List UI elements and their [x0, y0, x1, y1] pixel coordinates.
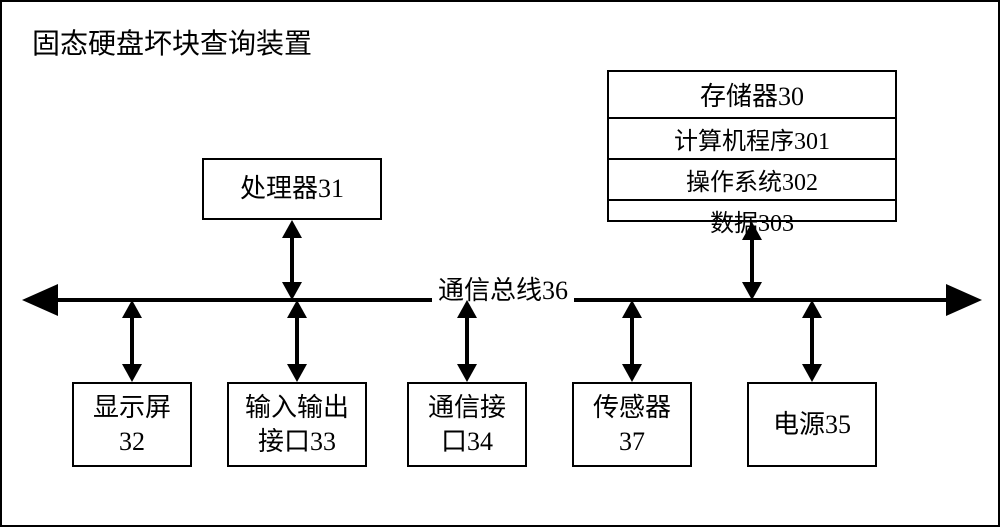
- connector-line: [295, 318, 299, 364]
- memory-title: 存储器30: [609, 72, 895, 117]
- connector-line: [630, 318, 634, 364]
- box-label-line: 通信接: [428, 391, 506, 425]
- box-label-line: 接口33: [258, 425, 336, 459]
- sensor-box: 传感器37: [572, 382, 692, 467]
- connector-arrow-down-icon: [622, 364, 642, 382]
- connector-arrow-down-icon: [802, 364, 822, 382]
- device-container: 固态硬盘坏块查询装置 通信总线36 存储器30 计算机程序301操作系统302数…: [0, 0, 1000, 527]
- bus-label: 通信总线36: [432, 270, 574, 307]
- connector-arrow-up-icon: [742, 222, 762, 240]
- connector-arrow-down-icon: [457, 364, 477, 382]
- io-box: 输入输出接口33: [227, 382, 367, 467]
- comm-box: 通信接口34: [407, 382, 527, 467]
- connector-line: [290, 238, 294, 282]
- connector-arrow-down-icon: [122, 364, 142, 382]
- connector-arrow-up-icon: [802, 300, 822, 318]
- bus-arrow-left: [22, 284, 58, 316]
- memory-row: 计算机程序301: [609, 119, 895, 160]
- box-label-line: 显示屏: [93, 391, 171, 425]
- connector-arrow-up-icon: [622, 300, 642, 318]
- connector-arrow-up-icon: [287, 300, 307, 318]
- connector-line: [750, 240, 754, 282]
- connector-arrow-up-icon: [457, 300, 477, 318]
- connector-line: [810, 318, 814, 364]
- power-box: 电源35: [747, 382, 877, 467]
- box-label-line: 电源35: [773, 408, 851, 442]
- box-label-line: 32: [119, 425, 145, 459]
- connector-arrow-down-icon: [282, 282, 302, 300]
- connector-arrow-up-icon: [282, 220, 302, 238]
- box-label-line: 输入输出: [245, 391, 349, 425]
- connector-line: [130, 318, 134, 364]
- connector-arrow-down-icon: [742, 282, 762, 300]
- diagram-title: 固态硬盘坏块查询装置: [32, 22, 312, 62]
- processor-box: 处理器31: [202, 158, 382, 220]
- box-label-line: 传感器: [593, 391, 671, 425]
- connector-line: [465, 318, 469, 364]
- connector-arrow-up-icon: [122, 300, 142, 318]
- memory-row: 操作系统302: [609, 160, 895, 201]
- memory-box: 存储器30 计算机程序301操作系统302数据303: [607, 70, 897, 222]
- connector-arrow-down-icon: [287, 364, 307, 382]
- box-label-line: 37: [619, 425, 645, 459]
- display-box: 显示屏32: [72, 382, 192, 467]
- box-label-line: 口34: [441, 425, 493, 459]
- bus-arrow-right: [946, 284, 982, 316]
